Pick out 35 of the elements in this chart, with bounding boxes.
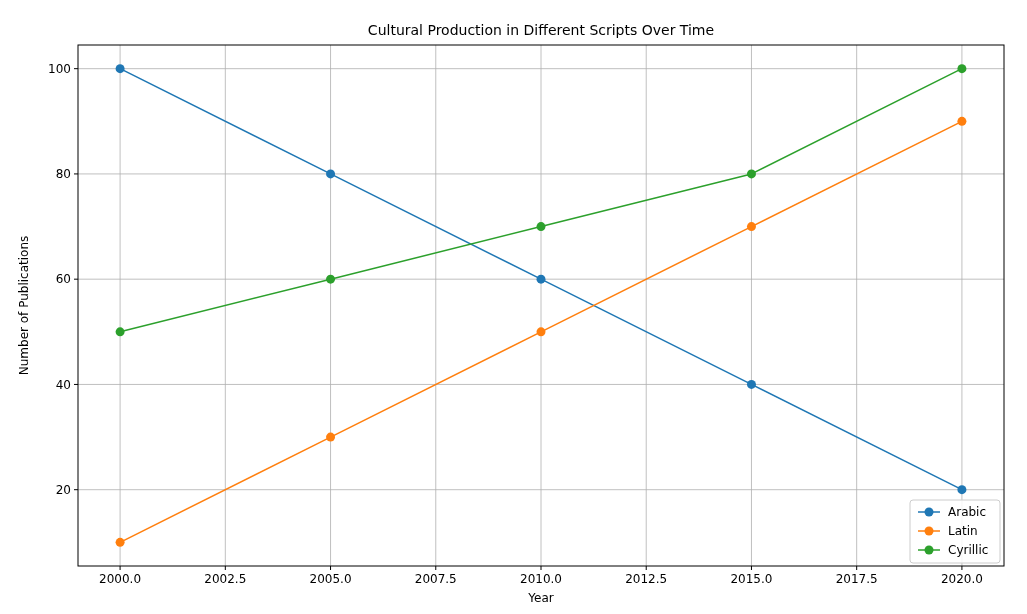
- point: [746, 169, 756, 179]
- point: [957, 64, 967, 74]
- y-axis-title: Number of Publications: [17, 235, 31, 376]
- y-tick-label: 40: [55, 377, 71, 392]
- point: [957, 116, 967, 126]
- point: [746, 379, 756, 389]
- legend-label: Latin: [948, 524, 978, 539]
- x-tick-label: 2005.0: [309, 572, 352, 586]
- point: [115, 64, 125, 74]
- y-tick-label: 20: [55, 482, 71, 497]
- x-tick-label: 2015.0: [730, 572, 773, 586]
- point: [326, 274, 336, 284]
- x-axis-title: Year: [527, 591, 554, 605]
- x-tick-label: 2007.5: [414, 572, 457, 586]
- point: [115, 537, 125, 547]
- x-tick-label: 2017.5: [835, 572, 878, 586]
- y-tick-label: 60: [55, 272, 71, 287]
- x-tick-label: 2020.0: [940, 572, 983, 586]
- point: [536, 222, 546, 232]
- x-tick-label: 2002.5: [204, 572, 247, 586]
- chart-title: Cultural Production in Different Scripts Over Time: [367, 22, 715, 38]
- point: [746, 222, 756, 232]
- x-tick-label: 2010.0: [520, 572, 562, 586]
- x-tick-label: 2000.0: [99, 572, 142, 586]
- x-tick-label: 2012.5: [625, 572, 668, 586]
- legend-label: Cyrillic: [948, 543, 989, 558]
- point: [536, 327, 546, 337]
- y-tick-label: 80: [55, 167, 71, 182]
- point: [326, 432, 336, 442]
- point: [957, 485, 967, 495]
- legend-label: Arabic: [948, 505, 987, 520]
- point: [326, 169, 336, 179]
- point: [115, 327, 125, 337]
- point: [536, 274, 546, 284]
- y-tick-label: 100: [48, 61, 71, 76]
